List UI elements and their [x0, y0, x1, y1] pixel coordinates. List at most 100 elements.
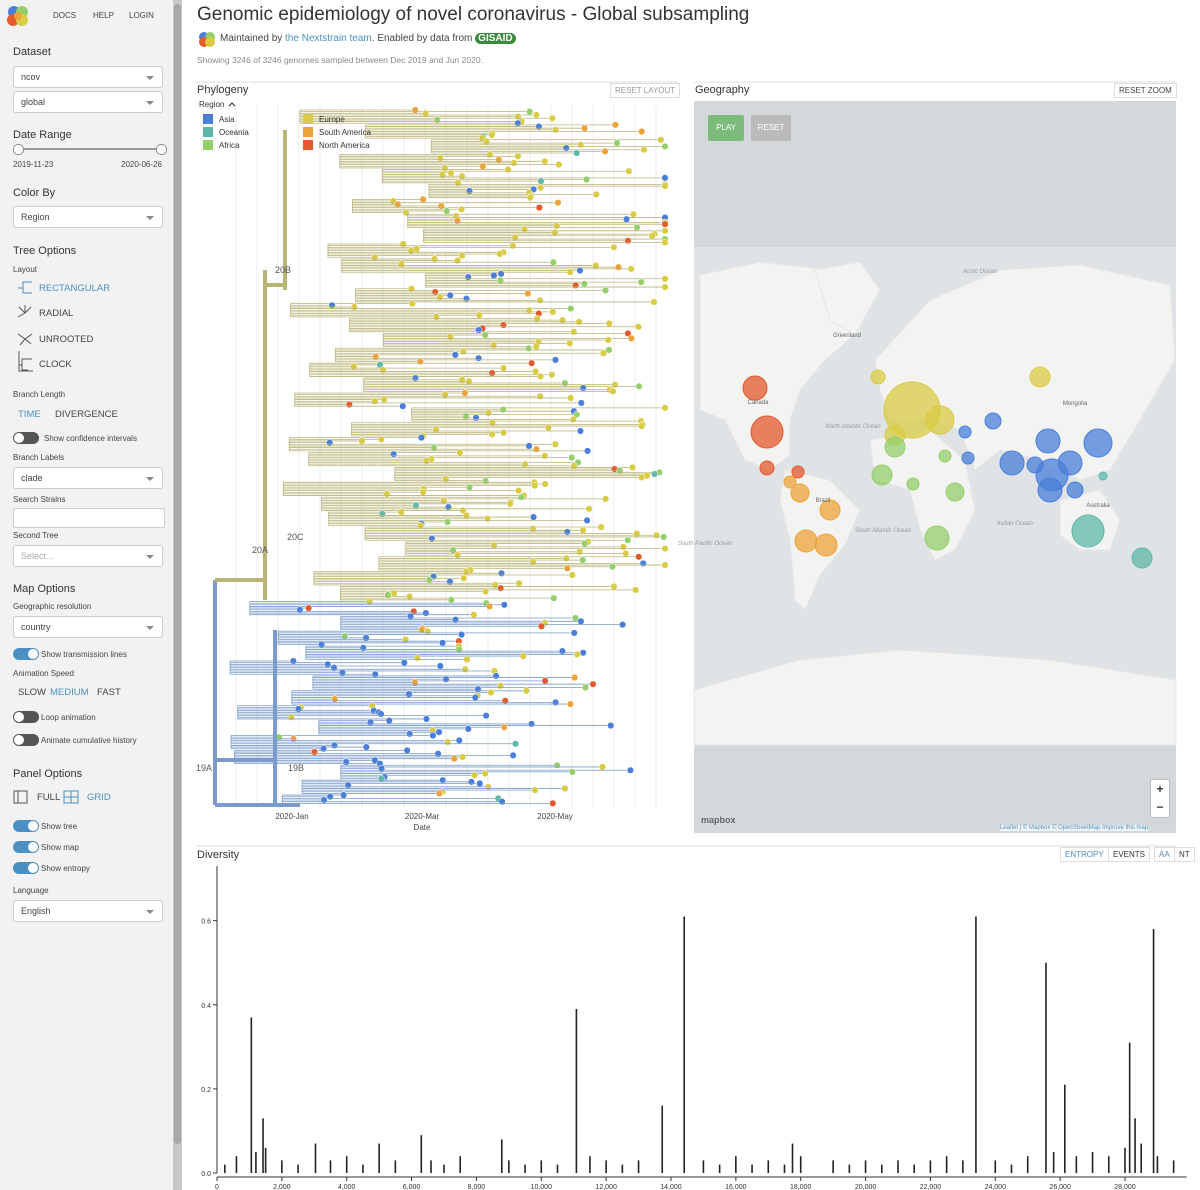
slider-handle[interactable]	[13, 144, 24, 155]
second-tree-select[interactable]: Select...	[13, 545, 163, 567]
nav-link[interactable]: DOCS	[53, 11, 77, 20]
legend-label: North America	[319, 141, 370, 150]
tree-tip	[428, 726, 437, 735]
tree-tip	[419, 488, 427, 496]
tree-tip	[604, 336, 612, 344]
land	[699, 261, 871, 471]
dataset-select[interactable]: global	[13, 91, 163, 113]
layout-option[interactable]: UNROOTED	[39, 334, 94, 345]
branch-length-option[interactable]: TIME	[18, 409, 41, 420]
map-circle	[925, 405, 955, 435]
tree-tip	[490, 541, 498, 549]
tree-tip	[536, 296, 544, 304]
tree-tip	[571, 614, 580, 622]
entropy-bar	[1045, 962, 1047, 1173]
gisaid-badge[interactable]: GISAID	[475, 33, 516, 44]
branch-length-option[interactable]: DIVERGENCE	[55, 409, 118, 420]
layout-option[interactable]: CLOCK	[39, 359, 72, 370]
toggle[interactable]	[13, 711, 39, 723]
search-input[interactable]	[13, 508, 165, 528]
panel-layout-option[interactable]: FULL	[37, 792, 61, 803]
reset-zoom-button[interactable]: RESET ZOOM	[1114, 83, 1177, 98]
tree-tip	[411, 106, 419, 114]
tree-tip	[528, 359, 536, 367]
toggle[interactable]	[13, 841, 39, 853]
toggle[interactable]	[13, 648, 39, 660]
map-ocean	[694, 247, 1176, 745]
entropy-bar	[524, 1164, 526, 1173]
tree-tip	[435, 789, 443, 797]
events-button[interactable]: EVENTS	[1108, 847, 1151, 862]
speed-option[interactable]: MEDIUM	[50, 687, 89, 698]
tree-tip	[661, 218, 669, 227]
speed-option[interactable]: SLOW	[18, 687, 46, 698]
legend-swatch	[203, 114, 213, 124]
land	[869, 429, 976, 561]
tree-tip	[579, 649, 587, 657]
tree-tip	[482, 477, 490, 485]
toggle[interactable]	[13, 820, 39, 832]
reset-layout-button[interactable]: RESET LAYOUT	[610, 83, 681, 98]
tree-tip	[490, 271, 498, 280]
language-select[interactable]: English	[13, 900, 163, 922]
slider-handle[interactable]	[156, 144, 167, 155]
tree-tip	[548, 114, 556, 122]
team-link[interactable]: the Nextstrain team	[285, 33, 372, 44]
tree-tip	[501, 697, 509, 705]
tree-tip	[614, 263, 622, 271]
tree-tip	[643, 472, 651, 480]
layout-option[interactable]: RECTANGULAR	[39, 283, 111, 294]
logo[interactable]	[5, 3, 31, 29]
layout-option[interactable]: RADIAL	[39, 308, 74, 319]
zoom-in[interactable]: +	[1156, 782, 1164, 796]
tree-tip	[453, 217, 461, 225]
tree-tip	[289, 735, 298, 743]
toggle[interactable]	[13, 432, 39, 444]
zoom-out[interactable]: −	[1156, 800, 1164, 814]
branch-label-select[interactable]: clade	[13, 467, 163, 489]
speed-option[interactable]: FAST	[97, 687, 121, 698]
toggle[interactable]	[13, 734, 39, 746]
color-select[interactable]: Region	[13, 206, 163, 228]
map-circle	[1071, 514, 1105, 548]
attribution[interactable]: Leaflet | © Mapbox © OpenStreetMap Impro…	[1000, 825, 1149, 831]
panel-layout-option[interactable]: GRID	[87, 792, 111, 803]
tree-tip	[527, 192, 535, 200]
map-circle	[1057, 450, 1083, 476]
x-tick-label: 28,000	[1114, 1184, 1136, 1190]
nt-button[interactable]: NT	[1174, 847, 1195, 862]
tree-tip	[466, 566, 474, 574]
entropy-bar	[394, 1160, 397, 1173]
entropy-button[interactable]: ENTROPY	[1060, 847, 1109, 862]
sub-label: Language	[13, 886, 49, 895]
tree-tip	[498, 798, 506, 806]
dataset-select[interactable]: ncov	[13, 66, 163, 88]
toggle-label: Show transmission lines	[41, 650, 127, 659]
toggle[interactable]	[13, 862, 39, 874]
x-tick-label: 2020-May	[537, 812, 573, 821]
tree-tip	[500, 429, 508, 437]
entropy-bar	[621, 1164, 624, 1173]
map-circle	[791, 465, 805, 479]
sub-label: Animation Speed	[13, 669, 74, 678]
nav-link[interactable]: LOGIN	[129, 11, 154, 20]
scrollbar[interactable]	[173, 0, 182, 1190]
tree-tip	[326, 793, 334, 801]
tree-tip	[371, 670, 379, 678]
resolution-select[interactable]: country	[13, 616, 163, 638]
aa-button[interactable]: AA	[1154, 847, 1175, 862]
tree-tip	[412, 501, 420, 510]
map-label: Mongolia	[1063, 401, 1088, 407]
tree-tip	[574, 458, 582, 467]
tree-tip	[536, 392, 544, 400]
reset-button[interactable]: RESET	[751, 115, 791, 141]
tree-tip	[441, 391, 449, 399]
section-label: Map Options	[13, 583, 76, 595]
tree-tip	[633, 530, 641, 538]
play-button[interactable]: PLAY	[708, 115, 744, 141]
nav-link[interactable]: HELP	[93, 11, 114, 20]
x-tick-label: 18,000	[790, 1184, 812, 1190]
x-tick-label: 2,000	[273, 1184, 291, 1190]
mapbox-logo[interactable]: mapbox	[701, 815, 736, 825]
tree-tip	[275, 733, 283, 741]
